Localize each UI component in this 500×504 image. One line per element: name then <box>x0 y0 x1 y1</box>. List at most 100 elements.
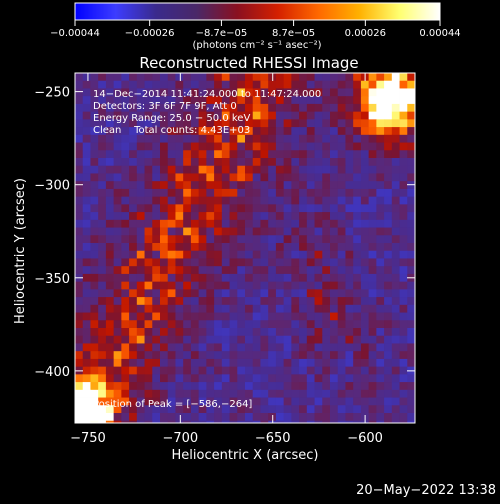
heatmap-cell <box>152 382 161 391</box>
heatmap-cell <box>314 266 323 275</box>
heatmap-cell <box>314 196 323 205</box>
heatmap-cell <box>129 103 138 113</box>
heatmap-cell <box>322 127 331 136</box>
heatmap-cell <box>129 351 138 360</box>
heatmap-cell <box>90 119 99 128</box>
heatmap-cell <box>252 80 261 89</box>
heatmap-cell <box>183 188 192 198</box>
heatmap-cell <box>275 312 285 321</box>
heatmap-cell <box>129 204 138 213</box>
heatmap-cell <box>98 96 107 105</box>
heatmap-cell <box>345 88 354 97</box>
heatmap-cell <box>407 389 415 398</box>
heatmap-cell <box>314 420 323 423</box>
heatmap-cell <box>330 273 339 283</box>
heatmap-cell <box>283 188 292 198</box>
heatmap-cell <box>291 188 300 198</box>
heatmap-cell <box>275 243 285 252</box>
heatmap-cell <box>391 88 400 97</box>
heatmap-cell <box>376 266 385 275</box>
heatmap-cell <box>136 320 145 329</box>
heatmap-cell <box>206 243 215 252</box>
heatmap-cell <box>260 212 269 221</box>
heatmap-cell <box>376 343 385 352</box>
heatmap-cell <box>136 103 145 113</box>
heatmap-cell <box>136 389 145 398</box>
heatmap-cell <box>291 281 300 290</box>
heatmap-cell <box>260 328 269 337</box>
heatmap-cell <box>353 150 362 159</box>
heatmap-cell <box>206 80 215 89</box>
heatmap-cell <box>221 127 230 136</box>
heatmap-cell <box>144 289 153 298</box>
heatmap-cell <box>229 328 238 337</box>
heatmap-cell <box>129 413 138 422</box>
heatmap-cell <box>337 358 346 368</box>
heatmap-cell <box>299 196 308 205</box>
heatmap-cell <box>353 196 362 205</box>
y-tick-label: −400 <box>34 365 70 380</box>
heatmap-cell <box>206 188 215 198</box>
heatmap-cell <box>299 150 308 159</box>
heatmap-cell <box>360 351 370 360</box>
heatmap-cell <box>152 328 161 337</box>
heatmap-cell <box>353 281 362 290</box>
heatmap-cell <box>299 227 308 236</box>
heatmap-cell <box>299 266 308 275</box>
heatmap-cell <box>113 258 122 267</box>
heatmap-cell <box>229 273 238 283</box>
heatmap-cell <box>376 397 385 406</box>
heatmap-cell <box>322 389 331 398</box>
heatmap-cell <box>306 335 315 344</box>
heatmap-cell <box>314 134 323 143</box>
heatmap-cell <box>198 374 207 383</box>
heatmap-cell <box>129 343 138 352</box>
heatmap-cell <box>245 196 254 205</box>
heatmap-cell <box>337 389 346 398</box>
heatmap-cell <box>391 243 400 252</box>
heatmap-cell <box>275 258 285 267</box>
heatmap-cell <box>368 103 377 113</box>
heatmap-cell <box>245 73 254 82</box>
heatmap-cell <box>407 312 415 321</box>
heatmap-cell <box>322 80 331 89</box>
heatmap-cell <box>121 127 130 136</box>
heatmap-cell <box>221 250 230 259</box>
heatmap-cell <box>198 413 207 422</box>
heatmap-cell <box>129 312 138 321</box>
heatmap-cell <box>330 335 339 344</box>
heatmap-cell <box>260 227 269 236</box>
heatmap-cell <box>221 389 230 398</box>
heatmap-cell <box>283 165 292 174</box>
heatmap-cell <box>330 103 339 113</box>
heatmap-cell <box>376 304 385 313</box>
heatmap-cell <box>391 134 400 143</box>
heatmap-cell <box>384 212 393 221</box>
heatmap-cell <box>252 281 261 290</box>
heatmap-cell <box>113 73 122 82</box>
heatmap-cell <box>113 88 122 97</box>
heatmap-cell <box>198 142 207 151</box>
heatmap-cell <box>260 304 269 313</box>
heatmap-cell <box>252 374 261 383</box>
heatmap-cell <box>252 266 261 275</box>
heatmap-cell <box>229 173 238 182</box>
heatmap-cell <box>322 397 331 406</box>
heatmap-cell <box>90 134 99 143</box>
heatmap-cell <box>384 196 393 205</box>
heatmap-cell <box>322 382 331 391</box>
heatmap-cell <box>245 266 254 275</box>
heatmap-cell <box>121 335 130 344</box>
heatmap-cell <box>144 266 153 275</box>
heatmap-cell <box>229 150 238 159</box>
heatmap-cell <box>306 420 315 423</box>
heatmap-cell <box>121 420 130 423</box>
heatmap-cell <box>75 413 84 422</box>
heatmap-cell <box>337 188 346 198</box>
heatmap-cell <box>384 96 393 105</box>
heatmap-cell <box>353 204 362 213</box>
heatmap-cell <box>345 134 354 143</box>
heatmap-cell <box>175 212 184 221</box>
heatmap-cell <box>407 343 415 352</box>
